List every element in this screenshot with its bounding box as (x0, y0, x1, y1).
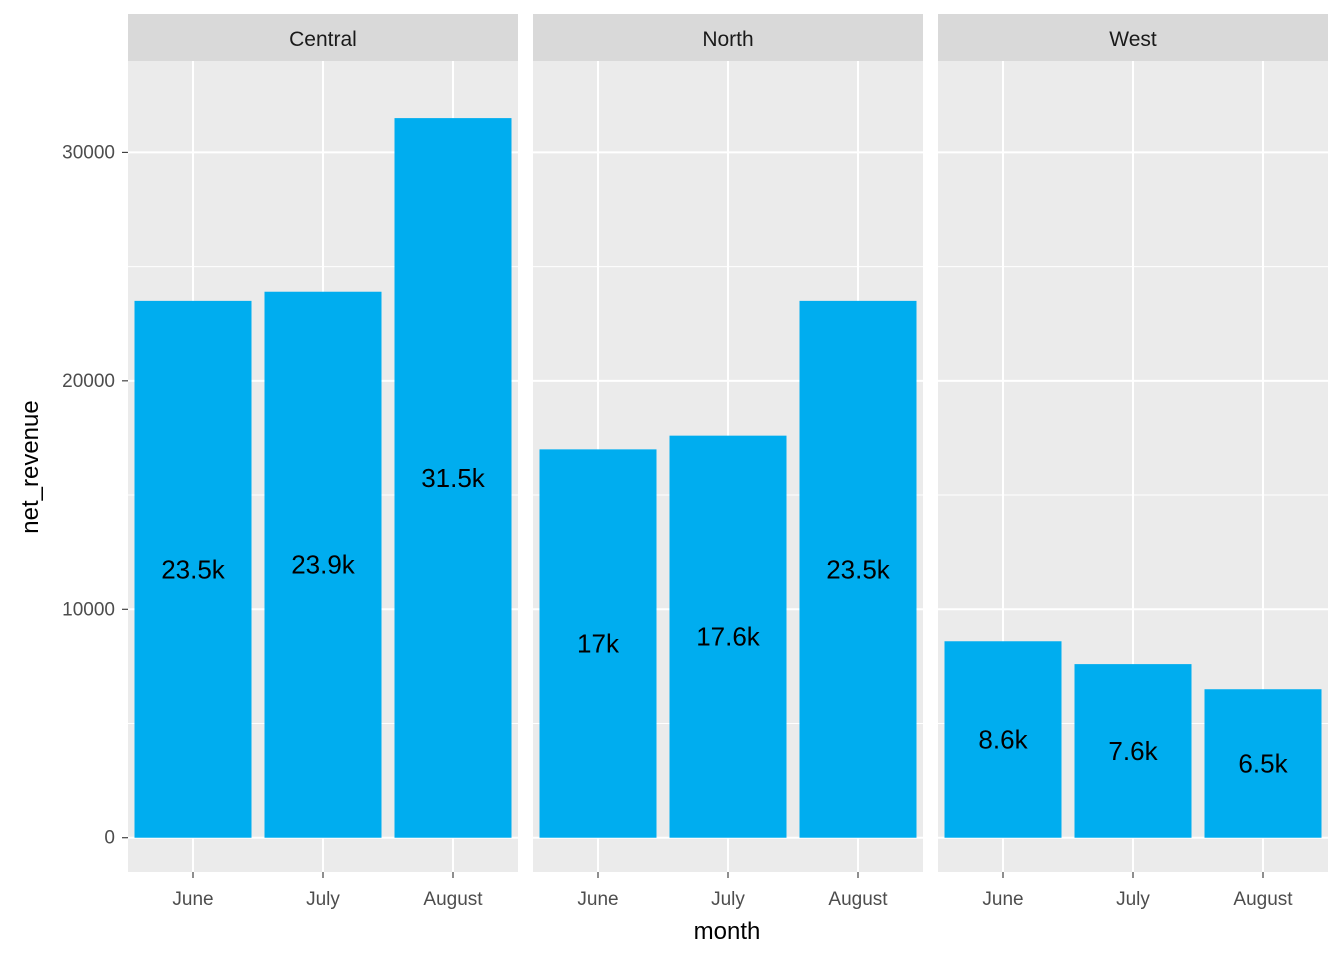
bar (394, 118, 512, 838)
bar (799, 300, 917, 838)
bar-label: 23.9k (291, 550, 356, 580)
facet-strip (128, 14, 518, 61)
facet-strip-label: North (702, 28, 753, 51)
bar-label: 17.6k (696, 622, 761, 652)
facet-strip (533, 14, 923, 61)
bar (1204, 689, 1322, 838)
x-tick-label: June (982, 889, 1023, 910)
x-tick-label: July (306, 889, 340, 910)
y-tick-label: 20000 (62, 371, 115, 392)
y-axis-title: net_revenue (17, 400, 44, 533)
bar-label: 17k (577, 629, 620, 659)
bar (669, 435, 787, 838)
facet-strip (938, 14, 1328, 61)
bar-label: 31.5k (421, 463, 486, 493)
bar-label: 6.5k (1238, 748, 1288, 778)
x-tick-label: July (1116, 889, 1150, 910)
x-tick-label: June (577, 889, 618, 910)
bar (539, 449, 657, 838)
y-tick-label: 0 (104, 828, 115, 849)
x-tick-label: August (1233, 889, 1293, 910)
bar (264, 291, 382, 838)
y-tick-label: 10000 (62, 599, 115, 620)
x-axis-title: month (694, 918, 761, 945)
bar (1074, 664, 1192, 838)
bar (944, 641, 1062, 838)
bar (134, 300, 252, 838)
bar-label: 23.5k (826, 554, 891, 584)
y-tick-label: 30000 (62, 142, 115, 163)
bar-label: 23.5k (161, 554, 226, 584)
facet-strip-label: Central (289, 28, 357, 51)
x-tick-label: July (711, 889, 745, 910)
x-tick-label: June (172, 889, 213, 910)
x-tick-label: August (828, 889, 888, 910)
bar-label: 8.6k (978, 724, 1028, 754)
facet-strip-label: West (1109, 28, 1157, 51)
x-tick-label: August (423, 889, 483, 910)
bar-label: 7.6k (1108, 736, 1158, 766)
